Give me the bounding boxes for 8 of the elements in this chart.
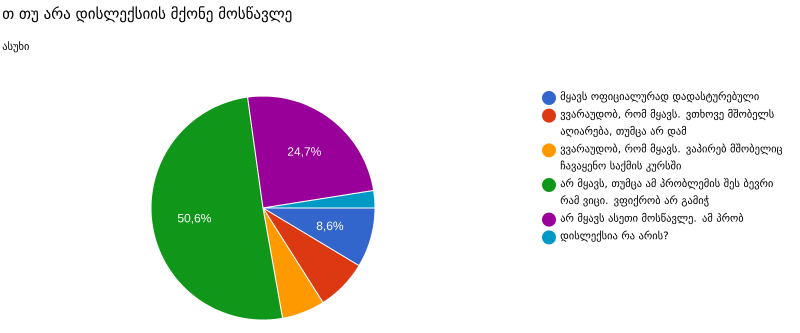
text: ასუხი [2, 41, 29, 52]
data-label: 50,6% [178, 214, 211, 224]
data-label: 24,7% [288, 147, 321, 158]
data-label: 8,6% [316, 222, 344, 232]
chart-title: თ თუ არა დისლექსიის მქონე მოსწავლე [2, 6, 292, 22]
legend-label: არ მყავს ასეთი მოსწავლე. ამ პრობ [560, 212, 744, 224]
legend-label: მყავს ოფიციალურად დადასტურებული [560, 91, 759, 102]
legend-label: დისლექსია რა არის? [560, 230, 668, 242]
